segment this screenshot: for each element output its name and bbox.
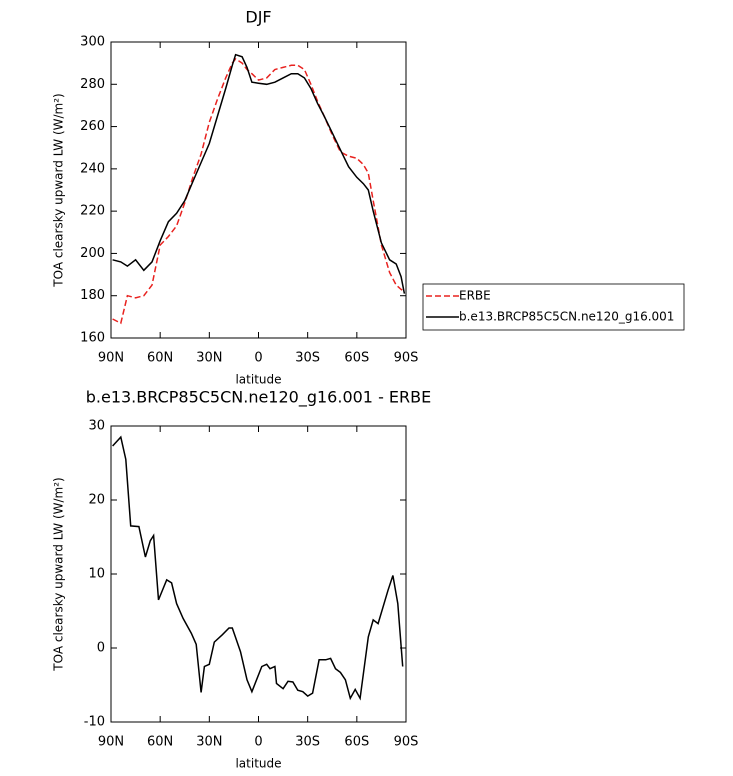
plot-frame — [110, 425, 407, 723]
y-axis-label: TOA clearsky upward LW (W/m²) — [52, 93, 66, 287]
x-axis-label: latitude — [235, 757, 281, 771]
x-tick-label: 90S — [394, 735, 419, 750]
y-tick-label: 160 — [80, 331, 105, 346]
x-tick-label: 90N — [98, 735, 124, 750]
y-tick-label: 0 — [97, 641, 105, 656]
x-tick-label: 30N — [196, 351, 222, 366]
plot-frame — [110, 41, 407, 339]
x-tick-label: 60S — [344, 351, 369, 366]
y-tick-label: 10 — [88, 567, 105, 582]
data-line — [112, 435, 404, 701]
y-tick-label: 300 — [80, 35, 105, 50]
data-line — [112, 53, 406, 294]
x-tick-label: 90S — [394, 351, 419, 366]
legend-label: b.e13.BRCP85C5CN.ne120_g16.001 — [459, 310, 674, 324]
y-tick-label: -10 — [84, 715, 105, 730]
chart-title: b.e13.BRCP85C5CN.ne120_g16.001 - ERBE — [86, 388, 432, 408]
x-tick-label: 60S — [344, 735, 369, 750]
y-tick-label: 260 — [80, 119, 105, 134]
x-tick-label: 30S — [295, 351, 320, 366]
y-tick-label: 220 — [80, 204, 105, 219]
y-tick-label: 180 — [80, 288, 105, 303]
y-axis-label: TOA clearsky upward LW (W/m²) — [52, 477, 66, 671]
y-tick-label: 30 — [88, 419, 105, 434]
y-tick-label: 200 — [80, 246, 105, 261]
data-line — [112, 57, 405, 325]
chart-title: DJF — [245, 8, 271, 27]
x-axis-label: latitude — [235, 373, 281, 387]
x-tick-label: 0 — [254, 351, 262, 366]
x-tick-label: 60N — [147, 351, 173, 366]
y-tick-label: 20 — [88, 493, 105, 508]
x-tick-label: 30S — [295, 735, 320, 750]
y-tick-label: 280 — [80, 77, 105, 92]
x-tick-label: 90N — [98, 351, 124, 366]
legend-label: ERBE — [459, 289, 491, 303]
legend-box — [422, 283, 685, 331]
x-tick-label: 30N — [196, 735, 222, 750]
x-tick-label: 0 — [254, 735, 262, 750]
x-tick-label: 60N — [147, 735, 173, 750]
y-tick-label: 240 — [80, 161, 105, 176]
